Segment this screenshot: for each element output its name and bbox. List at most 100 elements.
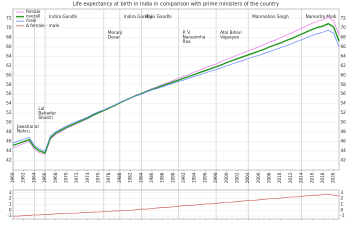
pm-label-line: Manmohan Singh <box>252 14 289 19</box>
y-tick-label-right: 0 <box>341 207 344 212</box>
y-tick-label-right: 3 <box>341 190 344 195</box>
y-tick-label: 58 <box>6 82 12 87</box>
pm-label-line: P. V. <box>183 30 191 35</box>
x-tick-label: 1990 <box>170 172 175 183</box>
x-tick-label: 1984 <box>138 172 143 183</box>
y-tick-label: 48 <box>6 129 12 134</box>
x-tick-label: 2010 <box>277 172 282 183</box>
y-tick-label-right: 72 <box>341 15 347 20</box>
y-tick-label-right: 1 <box>341 202 344 207</box>
pm-label-line: Nehru <box>17 129 30 134</box>
y-tick-label-right: 58 <box>341 82 347 87</box>
pm-label-line: Indira Gandhi <box>49 14 77 19</box>
y-tick-label-right: 68 <box>341 34 347 39</box>
y-tick-label: 66 <box>6 44 12 49</box>
y-tick-label-right: 48 <box>341 129 347 134</box>
y-tick-label: 56 <box>6 91 12 96</box>
legend-label: female <box>26 9 41 14</box>
pm-label-line: Rao <box>183 39 191 44</box>
chart: Life expectancy at birth in India in com… <box>6 1 347 221</box>
legend-label: Δ female - male <box>26 23 60 28</box>
x-tick-label: 2002 <box>234 172 239 183</box>
y-tick-label-right: 2 <box>341 196 344 201</box>
y-tick-label: 60 <box>6 72 12 77</box>
x-tick-label: 1964 <box>31 172 36 183</box>
pm-label: P. V. Narasimha Rao <box>183 30 206 44</box>
pm-label: Lal Bahadur Shastri <box>38 106 56 120</box>
legend-label: male <box>26 18 37 23</box>
y-tick-label-right: 62 <box>341 63 347 68</box>
x-tick-label: 1960 <box>10 172 15 183</box>
x-tick-label: 1970 <box>63 172 68 183</box>
pm-label: Morarji Desai <box>108 30 123 40</box>
x-tick-label: 2000 <box>224 172 229 183</box>
pm-label: Indira Gandhi <box>124 14 152 19</box>
x-tick-label: 2012 <box>288 172 293 183</box>
pm-label-line: Narasimha <box>183 35 206 40</box>
pm-label: Atal Bihari Vajpayee <box>220 30 242 40</box>
pm-label: Narendra Modi <box>306 14 337 19</box>
x-tick-label: 2004 <box>245 172 250 183</box>
series-line <box>12 16 340 155</box>
x-tick-label: 1982 <box>128 172 133 183</box>
y-tick-label: 52 <box>6 110 12 115</box>
series-line <box>13 193 340 217</box>
pm-label-line: Narendra Modi <box>306 14 337 19</box>
chart-title: Life expectancy at birth in India in com… <box>73 2 279 8</box>
y-tick-label-right: 70 <box>341 25 347 30</box>
x-tick-label: 2018 <box>320 172 325 183</box>
y-tick-label: 44 <box>6 148 12 153</box>
y-tick-label: 0 <box>9 207 12 212</box>
pm-label: Rajiv Gandhi <box>145 14 171 19</box>
pm-label-line: Shastri <box>38 115 53 120</box>
series-line <box>12 29 340 152</box>
y-tick-label: 72 <box>6 15 12 20</box>
y-tick-label: -1 <box>7 213 12 218</box>
x-tick-label: 2008 <box>267 172 272 183</box>
y-tick-label-right: 46 <box>341 139 347 144</box>
x-tick-label: 1976 <box>96 172 101 183</box>
pm-label-line: Lal <box>38 106 44 111</box>
y-tick-label-right: 44 <box>341 148 347 153</box>
x-tick-label: 1996 <box>202 172 207 183</box>
y-tick-label: 54 <box>6 101 12 106</box>
y-tick-label: 1 <box>9 202 12 207</box>
pm-label-line: Rajiv Gandhi <box>145 14 171 19</box>
x-tick-label: 1966 <box>42 172 47 183</box>
y-tick-label: 70 <box>6 25 12 30</box>
x-tick-label: 1980 <box>117 172 122 183</box>
pm-label-line: Desai <box>108 35 120 40</box>
page: Life expectancy at birth in India in com… <box>6 1 347 221</box>
y-tick-label: 64 <box>6 53 12 58</box>
y-tick-label: 68 <box>6 34 12 39</box>
pm-label: Indira Gandhi <box>49 14 77 19</box>
y-tick-label: 42 <box>6 158 12 163</box>
pm-label: Manmohan Singh <box>252 14 289 19</box>
y-tick-label-right: 56 <box>341 91 347 96</box>
series-line <box>12 22 340 154</box>
x-tick-label: 1962 <box>21 172 26 183</box>
pm-label-line: Morarji <box>108 30 123 35</box>
y-tick-label-right: 64 <box>341 53 347 58</box>
y-tick-label: 2 <box>9 196 12 201</box>
pm-label-line: Bahadur <box>38 111 56 116</box>
x-tick-label: 1998 <box>213 172 218 183</box>
x-tick-label: 2020 <box>331 172 336 183</box>
y-tick-label-right: 66 <box>341 44 347 49</box>
y-tick-label-right: 60 <box>341 72 347 77</box>
x-tick-label: 2016 <box>309 172 314 183</box>
x-tick-label: 1968 <box>53 172 58 183</box>
x-tick-label: 2006 <box>256 172 261 183</box>
y-tick-label: 46 <box>6 139 12 144</box>
pm-label-line: Jawaharlal <box>16 124 39 129</box>
x-tick-label: 1994 <box>192 172 197 183</box>
pm-label-line: Atal Bihari <box>220 30 242 35</box>
x-tick-label: 1972 <box>74 172 79 183</box>
x-tick-label: 1978 <box>106 172 111 183</box>
pm-label-line: Indira Gandhi <box>124 14 152 19</box>
x-tick-label: 2014 <box>299 172 304 183</box>
x-tick-label: 1986 <box>149 172 154 183</box>
x-tick-label: 1988 <box>160 172 165 183</box>
x-tick-label: 1992 <box>181 172 186 183</box>
y-tick-label: 62 <box>6 63 12 68</box>
